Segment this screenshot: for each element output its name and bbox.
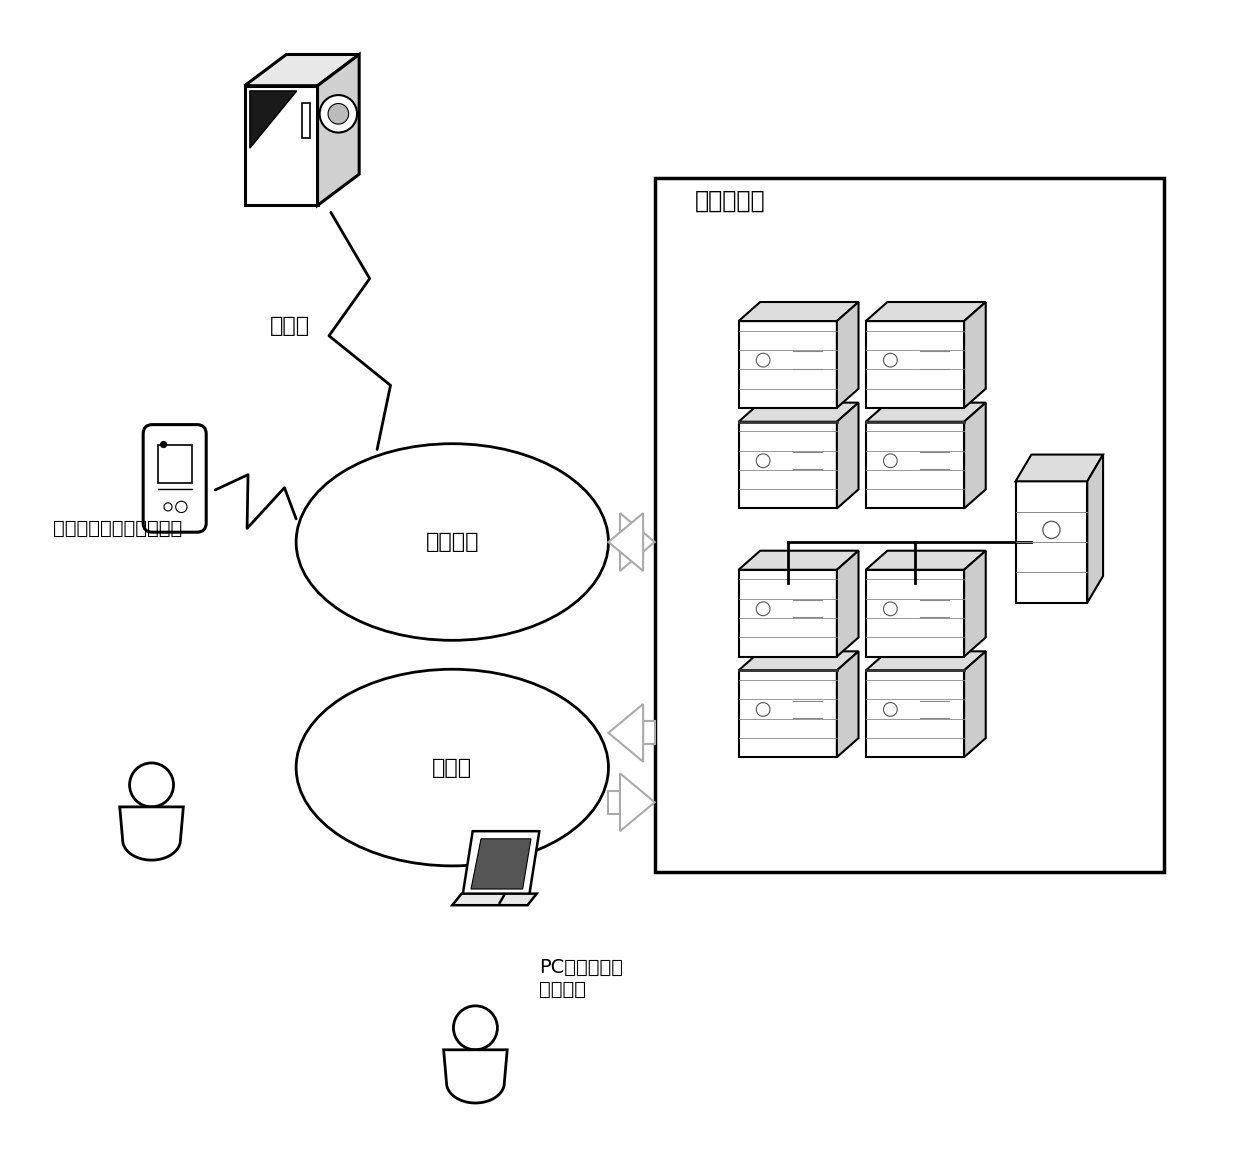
Polygon shape	[301, 104, 310, 137]
Polygon shape	[739, 302, 858, 322]
Circle shape	[1043, 521, 1060, 538]
Polygon shape	[453, 894, 537, 905]
Polygon shape	[866, 422, 965, 508]
Polygon shape	[620, 774, 655, 831]
Polygon shape	[444, 1050, 507, 1103]
Polygon shape	[965, 551, 986, 657]
Bar	[157, 445, 192, 482]
Polygon shape	[1016, 454, 1104, 481]
FancyBboxPatch shape	[143, 424, 206, 532]
Text: 云端服务器: 云端服务器	[696, 189, 766, 212]
Polygon shape	[644, 721, 655, 744]
Polygon shape	[1087, 454, 1104, 602]
Text: 无线网络: 无线网络	[425, 532, 479, 552]
Polygon shape	[837, 403, 858, 508]
Polygon shape	[609, 704, 644, 762]
Circle shape	[160, 442, 167, 447]
Circle shape	[756, 454, 770, 467]
Polygon shape	[866, 551, 986, 570]
Text: PC电脑（具有
摄像头）: PC电脑（具有 摄像头）	[539, 959, 622, 1000]
Polygon shape	[739, 422, 837, 508]
Circle shape	[756, 702, 770, 716]
Polygon shape	[609, 791, 620, 814]
Polygon shape	[620, 513, 655, 571]
Bar	[655, 178, 1163, 871]
Polygon shape	[965, 651, 986, 757]
Circle shape	[883, 702, 898, 716]
Circle shape	[320, 96, 357, 133]
Polygon shape	[866, 302, 986, 322]
Text: 智能终端（具有摄像头）: 智能终端（具有摄像头）	[53, 518, 182, 538]
Polygon shape	[244, 86, 317, 205]
Ellipse shape	[296, 669, 609, 866]
Text: 摄像头: 摄像头	[270, 317, 310, 337]
Polygon shape	[965, 403, 986, 508]
Polygon shape	[837, 302, 858, 408]
Polygon shape	[866, 670, 965, 757]
Polygon shape	[739, 322, 837, 408]
Circle shape	[883, 353, 898, 367]
Circle shape	[883, 454, 898, 467]
Circle shape	[164, 503, 172, 511]
Polygon shape	[471, 839, 531, 889]
Polygon shape	[739, 570, 837, 657]
Circle shape	[756, 602, 770, 615]
Polygon shape	[965, 302, 986, 408]
Polygon shape	[739, 551, 858, 570]
Polygon shape	[250, 91, 296, 148]
Polygon shape	[866, 322, 965, 408]
Circle shape	[129, 763, 174, 807]
Polygon shape	[620, 528, 644, 556]
Polygon shape	[609, 513, 644, 571]
Polygon shape	[837, 651, 858, 757]
Ellipse shape	[296, 444, 609, 641]
Polygon shape	[739, 670, 837, 757]
Polygon shape	[317, 55, 360, 205]
Polygon shape	[837, 551, 858, 657]
Circle shape	[883, 602, 898, 615]
Polygon shape	[244, 55, 360, 86]
Polygon shape	[120, 807, 184, 860]
Circle shape	[454, 1005, 497, 1050]
Polygon shape	[739, 651, 858, 670]
Polygon shape	[866, 651, 986, 670]
Circle shape	[176, 501, 187, 513]
Polygon shape	[463, 831, 539, 895]
Polygon shape	[866, 570, 965, 657]
Text: 互联网: 互联网	[433, 757, 472, 777]
Polygon shape	[739, 403, 858, 422]
Circle shape	[329, 104, 348, 125]
Polygon shape	[1016, 481, 1087, 602]
Polygon shape	[866, 403, 986, 422]
Circle shape	[756, 353, 770, 367]
